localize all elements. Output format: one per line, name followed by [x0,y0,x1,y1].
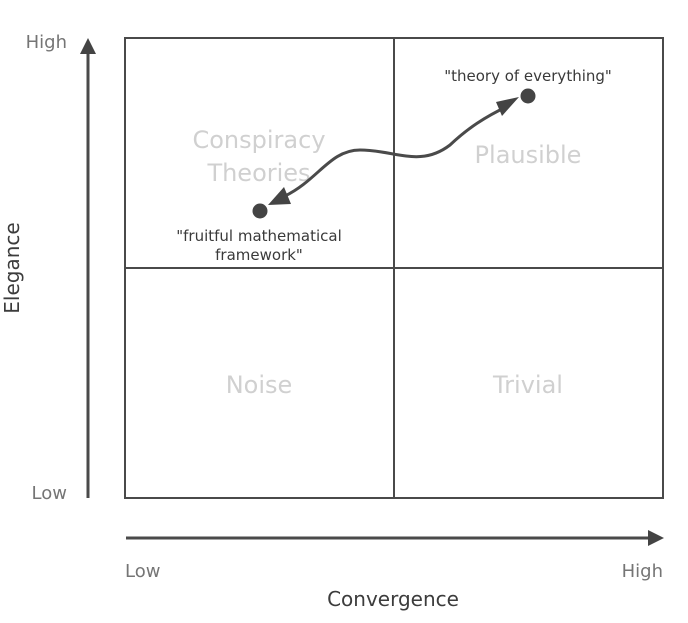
quadrant-label-conspiracy-line2: Theories [206,159,310,187]
curve-arrowhead-left [268,187,291,205]
quadrant-label-noise: Noise [226,371,293,399]
y-axis-title: Elegance [0,222,24,313]
connecting-curve [283,104,510,198]
x-axis-high-label: High [622,561,663,582]
label-theory-of-everything: "theory of everything" [444,67,612,85]
y-axis-arrowhead [80,38,96,54]
curve-arrowhead-right [496,97,519,116]
y-axis-high-label: High [26,32,67,53]
quadrant-label-plausible: Plausible [475,141,582,169]
label-fruitful-framework-line2: framework" [215,246,303,264]
quadrant-label-conspiracy-line1: Conspiracy [192,126,325,154]
y-axis-low-label: Low [32,483,67,504]
x-axis-arrowhead [648,530,664,546]
quadrant-label-trivial: Trivial [492,371,563,399]
x-axis-low-label: Low [125,561,160,582]
point-fruitful-framework [252,203,268,219]
point-theory-of-everything [520,88,536,104]
x-axis-title: Convergence [327,587,459,611]
label-fruitful-framework-line1: "fruitful mathematical [176,227,342,245]
